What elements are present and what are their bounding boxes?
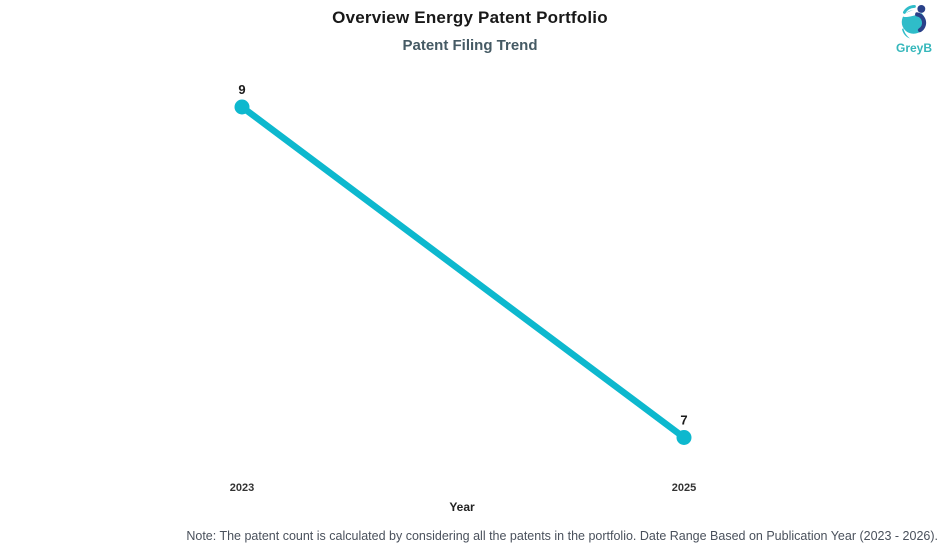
trend-line — [238, 103, 688, 441]
data-point-label: 7 — [680, 413, 687, 428]
greyb-logo-icon — [901, 4, 927, 39]
chart-subtitle: Patent Filing Trend — [402, 37, 538, 54]
x-axis-tick-label: 2025 — [672, 482, 696, 494]
greyb-logo: GreyB — [891, 2, 937, 54]
page-title: Overview Energy Patent Portfolio — [332, 8, 608, 27]
data-point-marker — [676, 430, 692, 445]
x-axis-title: Year — [449, 500, 475, 514]
footnote: Note: The patent count is calculated by … — [186, 529, 938, 543]
greyb-logo-text: GreyB — [895, 41, 933, 55]
x-axis-tick-label: 2023 — [230, 482, 254, 494]
data-point-marker — [234, 99, 250, 115]
data-point-label: 9 — [238, 82, 245, 97]
